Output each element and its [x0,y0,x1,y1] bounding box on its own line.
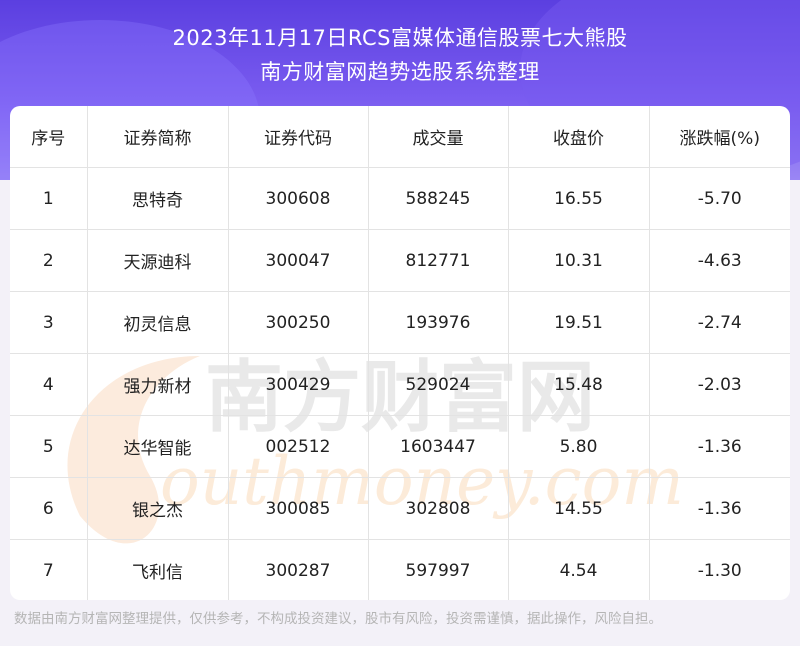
cell-change: -2.03 [649,353,790,416]
cell-code: 002512 [228,415,369,478]
cell-code: 300250 [228,291,369,354]
cell-close: 10.31 [508,229,650,292]
column-header: 证券简称 [87,106,229,168]
column-header: 成交量 [368,106,509,168]
cell-code: 300047 [228,229,369,292]
page-subtitle: 南方财富网趋势选股系统整理 [260,60,540,84]
cell-volume: 193976 [368,291,509,354]
column-header: 收盘价 [508,106,650,168]
cell-volume: 597997 [368,539,509,600]
table-row: 7 飞利信 300287 597997 4.54 -1.30 [10,539,790,600]
table-row: 2 天源迪科 300047 812771 10.31 -4.63 [10,229,790,292]
cell-rank: 5 [10,415,88,478]
cell-name: 天源迪科 [87,229,229,292]
cell-volume: 812771 [368,229,509,292]
cell-code: 300429 [228,353,369,416]
cell-change: -1.36 [649,415,790,478]
table-row: 6 银之杰 300085 302808 14.55 -1.36 [10,477,790,540]
cell-rank: 3 [10,291,88,354]
table-row: 5 达华智能 002512 1603447 5.80 -1.36 [10,415,790,478]
page-title: 2023年11月17日RCS富媒体通信股票七大熊股 [172,26,628,50]
cell-rank: 2 [10,229,88,292]
cell-rank: 4 [10,353,88,416]
cell-close: 15.48 [508,353,650,416]
cell-rank: 6 [10,477,88,540]
cell-rank: 1 [10,167,88,230]
cell-rank: 7 [10,539,88,600]
cell-name: 银之杰 [87,477,229,540]
column-header: 证券代码 [228,106,369,168]
cell-change: -5.70 [649,167,790,230]
cell-name: 达华智能 [87,415,229,478]
table-row: 4 强力新材 300429 529024 15.48 -2.03 [10,353,790,416]
cell-name: 初灵信息 [87,291,229,354]
stock-table: 序号 证券简称 证券代码 成交量 收盘价 涨跌幅(%) 1 思特奇 300608… [10,106,790,600]
cell-change: -1.30 [697,560,742,581]
table-header-row: 序号 证券简称 证券代码 成交量 收盘价 涨跌幅(%) [10,106,790,168]
cell-name: 思特奇 [87,167,229,230]
cell-change: -2.74 [649,291,790,354]
cell-close: 4.54 [508,539,650,600]
table-row: 1 思特奇 300608 588245 16.55 -5.70 [10,167,790,230]
table-row: 3 初灵信息 300250 193976 19.51 -2.74 [10,291,790,354]
cell-volume: 588245 [368,167,509,230]
cell-name: 飞利信 [87,539,229,600]
cell-volume: 302808 [368,477,509,540]
cell-name: 强力新材 [87,353,229,416]
cell-change: -4.63 [649,229,790,292]
cell-close: 19.51 [508,291,650,354]
cell-close: 16.55 [508,167,650,230]
disclaimer-footer: 数据由南方财富网整理提供，仅供参考，不构成投资建议，股市有风险，投资需谨慎，据此… [14,611,662,627]
column-header: 涨跌幅(%) [649,106,790,168]
cell-volume: 529024 [368,353,509,416]
cell-code: 300085 [228,477,369,540]
column-header: 序号 [10,106,88,168]
cell-close: 5.80 [508,415,650,478]
cell-volume: 1603447 [368,415,509,478]
cell-change: -1.36 [649,477,790,540]
table-card: 南方财富网 outhmoney.com 序号 证券简称 证券代码 成交量 收盘价… [10,106,790,600]
cell-close: 14.55 [508,477,650,540]
cell-code: 300608 [228,167,369,230]
header-banner: 2023年11月17日RCS富媒体通信股票七大熊股 南方财富网趋势选股系统整理 [0,0,800,180]
cell-code: 300287 [228,539,369,600]
